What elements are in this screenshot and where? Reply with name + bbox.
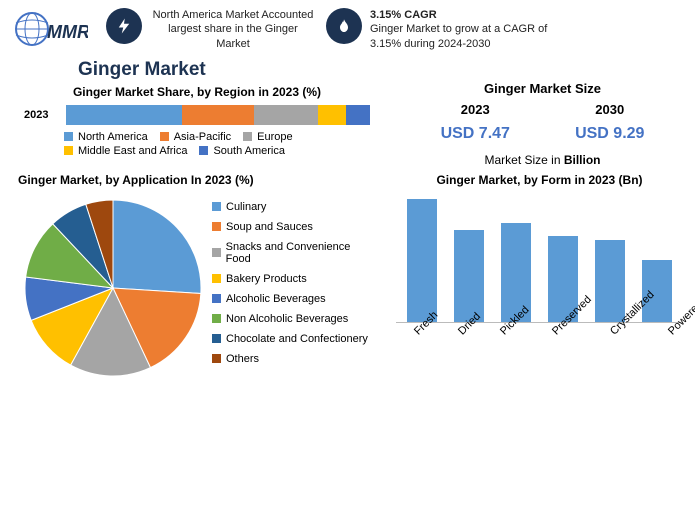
page-title: Ginger Market (78, 59, 695, 81)
legend-label: Asia-Pacific (174, 131, 231, 143)
region-legend: North America Asia-Pacific Europe Middle Ea… (24, 131, 370, 157)
pie-legend: Culinary Soup and Sauces Snacks and Conven… (208, 193, 372, 383)
flame-icon (326, 8, 362, 44)
bar-col (449, 230, 489, 322)
swatch-icon (212, 294, 221, 303)
legend-item: North America (64, 131, 148, 143)
cagr-desc: Ginger Market to grow at a CAGR of 3.15%… (370, 22, 556, 51)
legend-label: Middle East and Africa (78, 145, 187, 157)
bar-col (637, 260, 677, 322)
region-row-label: 2023 (24, 109, 58, 121)
bar (407, 199, 437, 322)
application-pie-section: Ginger Market, by Application In 2023 (%… (0, 169, 380, 383)
legend-item: Non Alcoholic Beverages (212, 313, 372, 325)
logo-text: MMR (47, 22, 88, 42)
legend-label: Snacks and Convenience Food (226, 241, 372, 265)
form-chart-title: Ginger Market, by Form in 2023 (Bn) (396, 173, 683, 187)
header-highlight-2-text: 3.15% CAGR Ginger Market to grow at a CA… (370, 8, 556, 51)
header-highlight-2: 3.15% CAGR Ginger Market to grow at a CA… (326, 8, 556, 51)
application-pie (18, 193, 208, 383)
region-share-chart: Ginger Market Share, by Region in 2023 (… (0, 81, 380, 167)
swatch-icon (212, 248, 221, 257)
swatch-icon (212, 334, 221, 343)
header-highlight-1-text: North America Market Accounted largest s… (150, 8, 316, 51)
market-size-note: Market Size in Billion (408, 153, 677, 167)
legend-item: Alcoholic Beverages (212, 293, 372, 305)
legend-label: South America (213, 145, 285, 157)
legend-label: Europe (257, 131, 292, 143)
region-seg-europe (254, 105, 318, 125)
market-size-year-1: 2023 (441, 102, 510, 117)
legend-item: Snacks and Convenience Food (212, 241, 372, 265)
header: MMR North America Market Accounted large… (0, 0, 695, 53)
cagr-value: 3.15% CAGR (370, 8, 556, 22)
swatch-icon (243, 132, 252, 141)
swatch-icon (160, 132, 169, 141)
legend-item: Europe (243, 131, 292, 143)
pie-title: Ginger Market, by Application In 2023 (%… (0, 173, 380, 187)
bar-col (590, 240, 630, 322)
bar-col (496, 223, 536, 322)
legend-label: Alcoholic Beverages (226, 293, 326, 305)
bar (595, 240, 625, 322)
swatch-icon (64, 146, 73, 155)
market-size-value-1: USD 7.47 (441, 125, 510, 143)
bar-col (402, 199, 442, 322)
region-seg-south-america (346, 105, 370, 125)
legend-item: Asia-Pacific (160, 131, 231, 143)
legend-item: South America (199, 145, 285, 157)
swatch-icon (212, 274, 221, 283)
swatch-icon (212, 222, 221, 231)
region-seg-north-america (66, 105, 182, 125)
region-seg-asia-pacific (182, 105, 255, 125)
legend-item: Culinary (212, 201, 372, 213)
market-size-title: Ginger Market Size (408, 81, 677, 96)
legend-item: Soup and Sauces (212, 221, 372, 233)
bolt-icon (106, 8, 142, 44)
market-size-year-2: 2030 (575, 102, 644, 117)
legend-item: Bakery Products (212, 273, 372, 285)
mmr-logo: MMR (14, 8, 88, 50)
region-stacked-bar (66, 105, 370, 125)
legend-label: Chocolate and Confectionery (226, 333, 368, 345)
form-bar-labels: FreshDriedPickledPreservedCrystallizedPo… (396, 323, 683, 341)
swatch-icon (212, 354, 221, 363)
pie-slice (113, 200, 201, 294)
region-chart-title: Ginger Market Share, by Region in 2023 (… (24, 85, 370, 99)
legend-label: Culinary (226, 201, 266, 213)
legend-item: Middle East and Africa (64, 145, 187, 157)
legend-label: Others (226, 353, 259, 365)
form-bar-section: Ginger Market, by Form in 2023 (Bn) Fres… (390, 169, 695, 383)
legend-label: Bakery Products (226, 273, 307, 285)
swatch-icon (212, 202, 221, 211)
swatch-icon (64, 132, 73, 141)
swatch-icon (199, 146, 208, 155)
swatch-icon (212, 314, 221, 323)
legend-label: Non Alcoholic Beverages (226, 313, 348, 325)
region-seg-middle-east-and-africa (318, 105, 345, 125)
legend-label: North America (78, 131, 148, 143)
legend-item: Chocolate and Confectionery (212, 333, 372, 345)
bar (454, 230, 484, 322)
header-highlight-1: North America Market Accounted largest s… (106, 8, 316, 51)
legend-label: Soup and Sauces (226, 221, 313, 233)
market-size-panel: Ginger Market Size 2023 USD 7.47 2030 US… (390, 81, 695, 167)
market-size-value-2: USD 9.29 (575, 125, 644, 143)
legend-item: Others (212, 353, 372, 365)
